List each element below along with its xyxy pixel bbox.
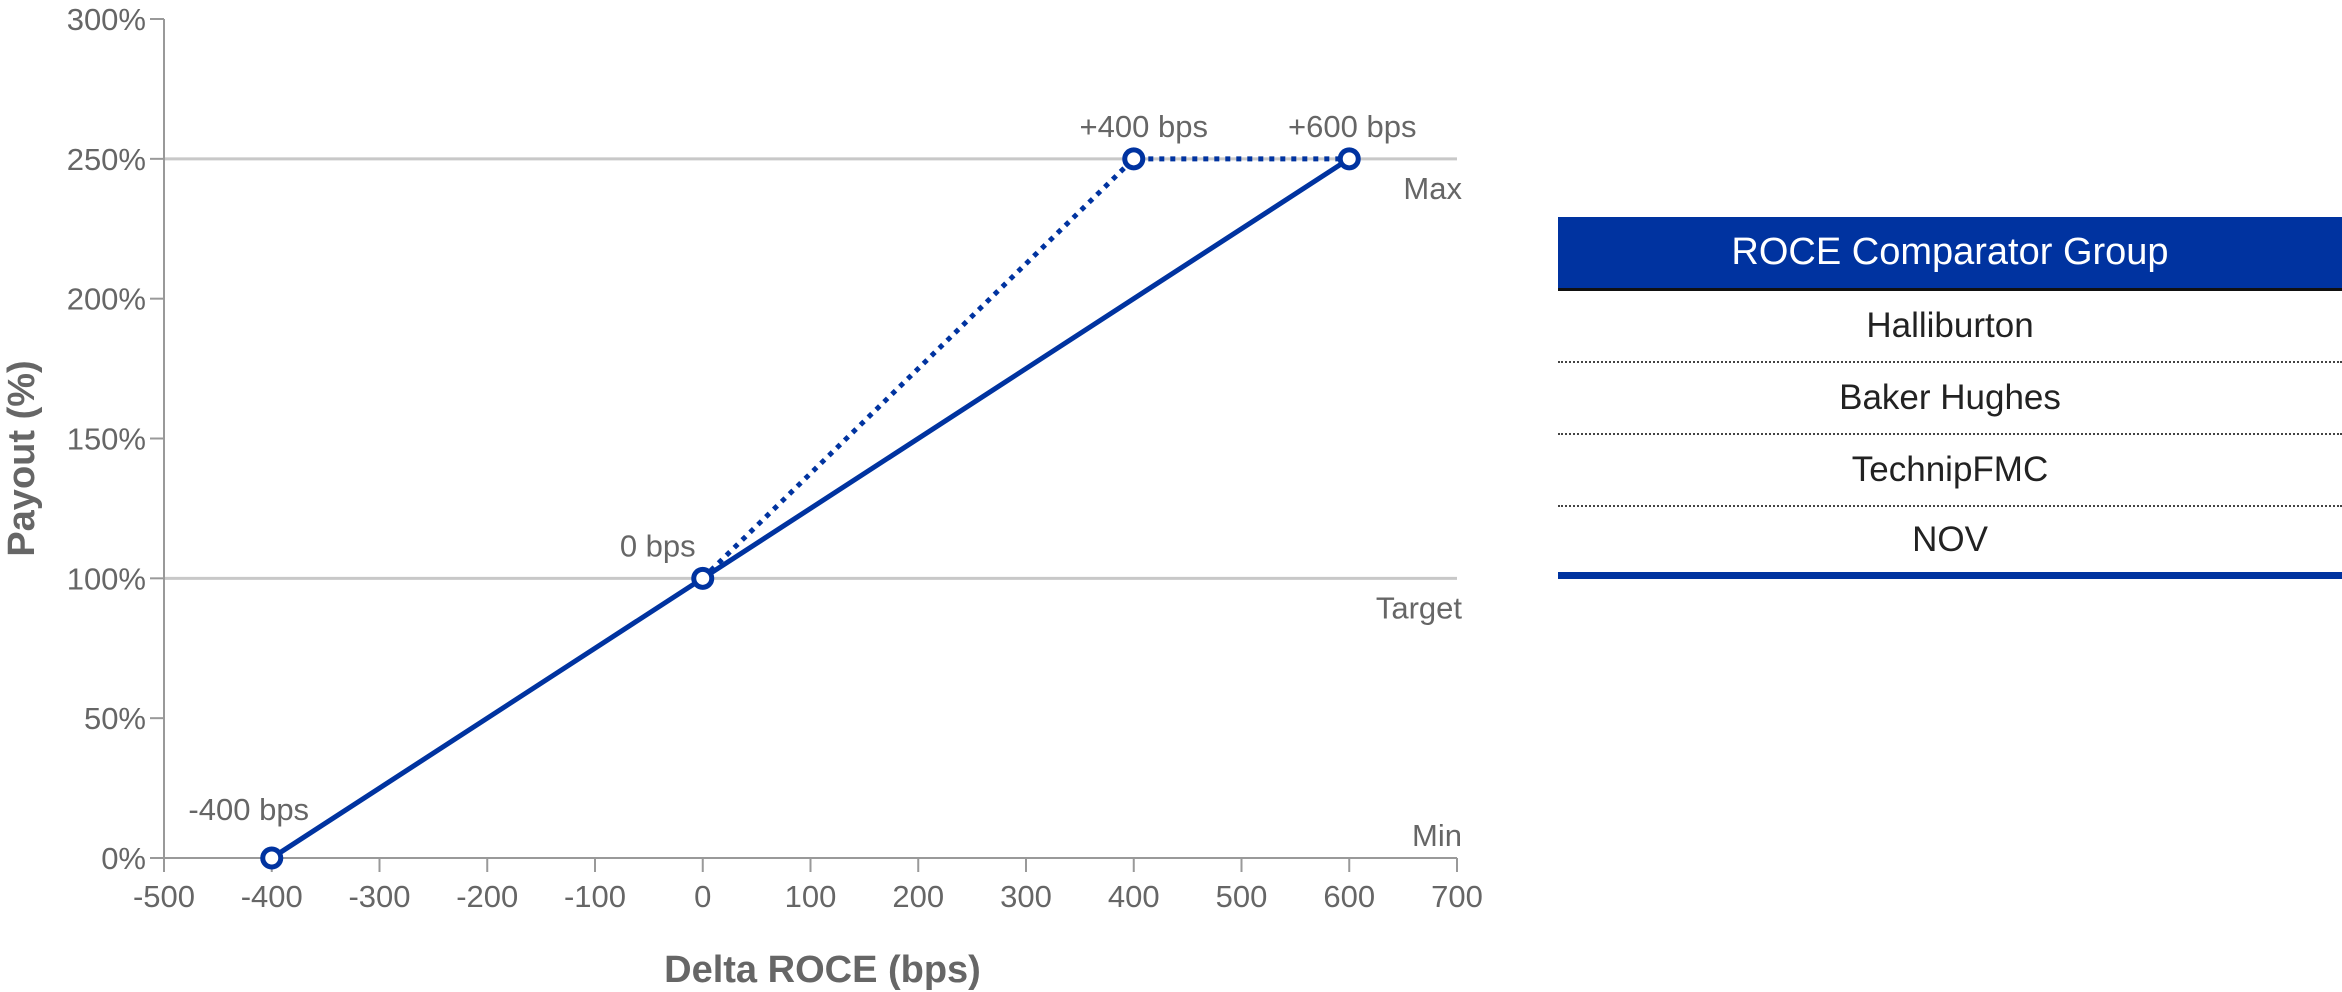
- reference-line-label: Max: [1403, 171, 1462, 206]
- comparator-row: Halliburton: [1558, 291, 2342, 363]
- x-tick-label: 100: [785, 879, 837, 914]
- y-tick-label: 150%: [67, 422, 146, 457]
- data-point-label: +600 bps: [1288, 109, 1416, 144]
- series-line-dotted: [701, 156, 1350, 581]
- comparator-row: TechnipFMC: [1558, 435, 2342, 507]
- x-tick-label: -400: [241, 879, 303, 914]
- axes: 0% 50% 100% 150% 200% 250% 300% -500 -400 -300 -20…: [67, 2, 1483, 914]
- data-point-label: 0 bps: [620, 528, 696, 563]
- y-tick-label: 50%: [84, 701, 146, 736]
- x-tick-label: -200: [456, 879, 518, 914]
- series-line-solid: [270, 156, 1351, 861]
- reference-lines: Max Target Min: [164, 157, 1463, 853]
- x-tick-label: 700: [1431, 879, 1483, 914]
- x-axis-title: Delta ROCE (bps): [664, 949, 981, 991]
- reference-line-label: Min: [1412, 818, 1462, 853]
- series: [270, 156, 1351, 861]
- y-tick-label: 100%: [67, 561, 146, 596]
- comparator-row: NOV: [1558, 507, 2342, 579]
- data-point-label: -400 bps: [188, 792, 309, 827]
- x-tick-label: 400: [1108, 879, 1160, 914]
- comparator-row: Baker Hughes: [1558, 363, 2342, 435]
- y-tick-label: 200%: [67, 282, 146, 317]
- data-point-label: +400 bps: [1080, 109, 1208, 144]
- x-tick-label: 0: [694, 879, 711, 914]
- x-tick-label: -300: [348, 879, 410, 914]
- x-tick-label: -500: [133, 879, 195, 914]
- data-point-marker: [260, 846, 284, 870]
- y-tick-label: 300%: [67, 2, 146, 37]
- x-tick-label: 200: [892, 879, 944, 914]
- data-points: -400 bps 0 bps +400 bps +600 bps: [188, 109, 1416, 870]
- y-tick-label: 0%: [101, 841, 146, 876]
- x-tick-label: 500: [1216, 879, 1268, 914]
- data-point-marker: [691, 566, 715, 590]
- x-tick-label: -100: [564, 879, 626, 914]
- comparator-table: ROCE Comparator Group Halliburton Baker …: [1558, 217, 2342, 579]
- data-point-marker: [1337, 147, 1361, 171]
- data-point-marker: [1122, 147, 1146, 171]
- x-tick-label: 600: [1323, 879, 1375, 914]
- reference-line-label: Target: [1376, 590, 1463, 625]
- payout-chart: Max Target Min 0% 50% 100% 150% 200% 250% 300% -5…: [1, 2, 1483, 991]
- comparator-table-title: ROCE Comparator Group: [1558, 217, 2342, 291]
- x-tick-label: 300: [1000, 879, 1052, 914]
- y-tick-label: 250%: [67, 142, 146, 177]
- y-axis-title: Payout (%): [1, 360, 43, 556]
